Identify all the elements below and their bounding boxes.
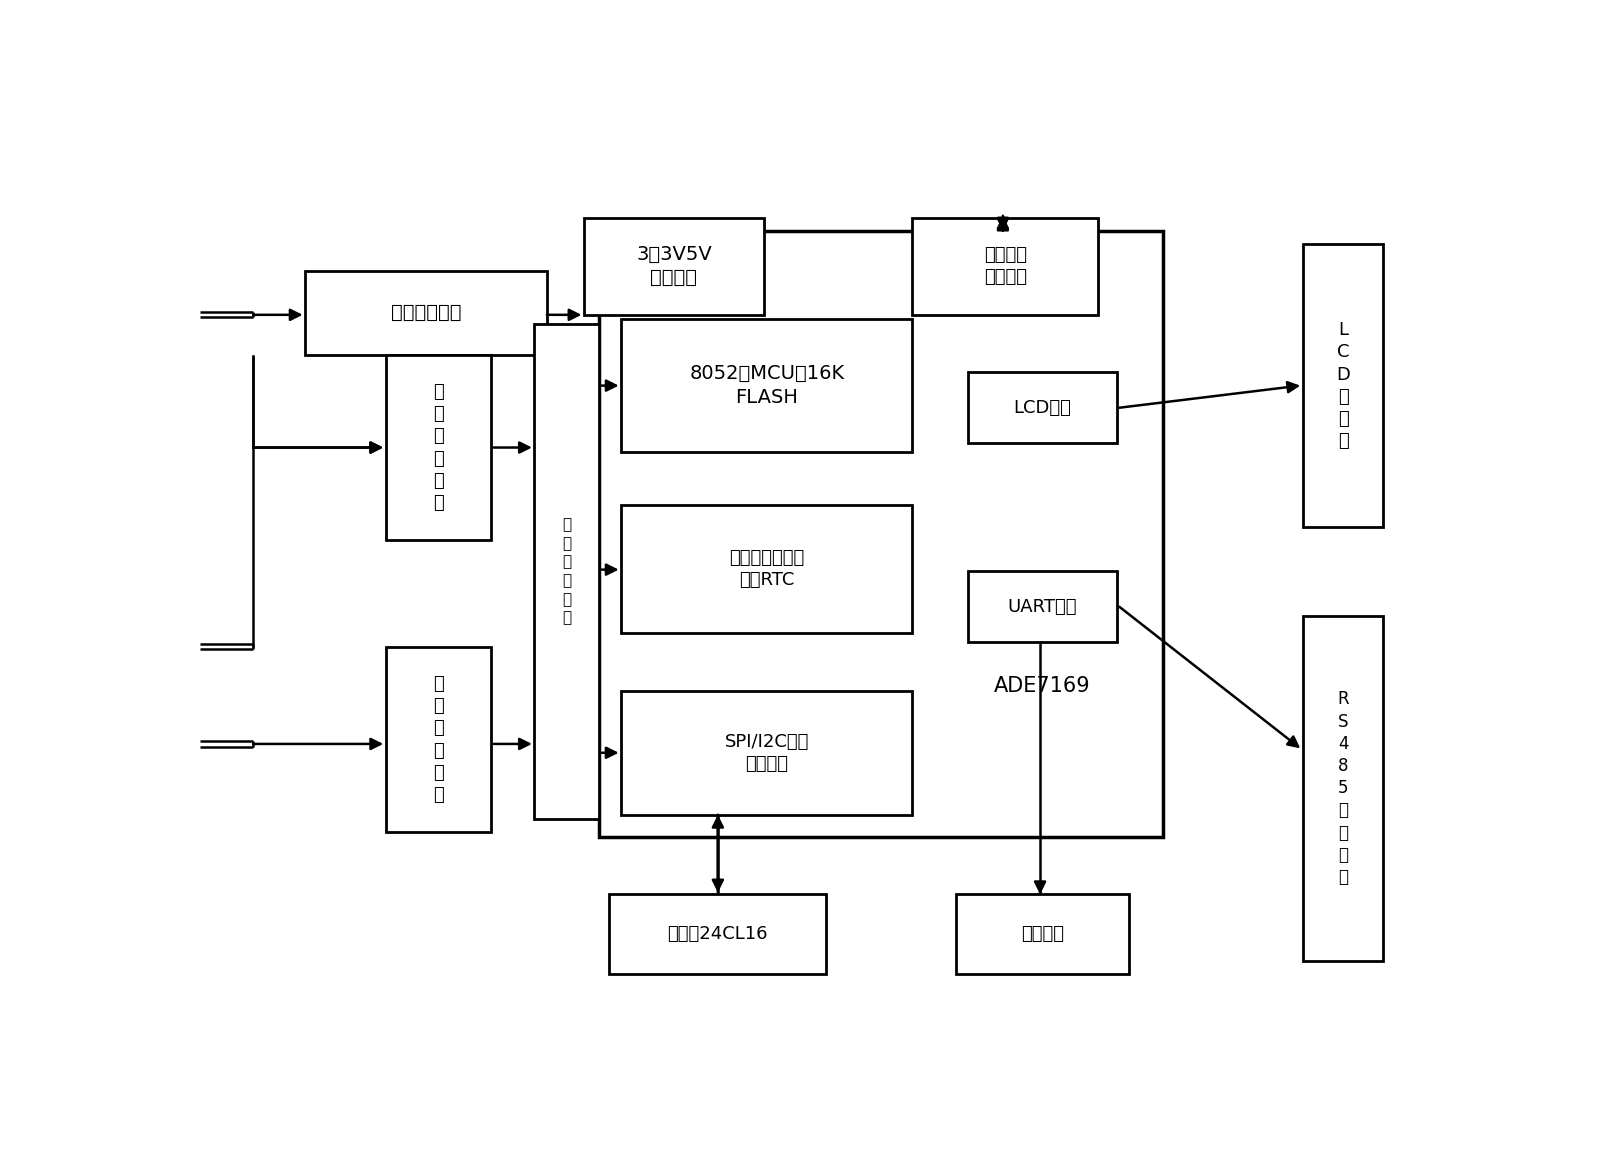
Text: R
S
4
8
5
通
信
接
口: R S 4 8 5 通 信 接 口 — [1337, 691, 1350, 886]
Text: 电源管理带温度
补偿RTC: 电源管理带温度 补偿RTC — [729, 549, 804, 589]
Bar — [913, 217, 1099, 315]
Bar — [534, 324, 600, 819]
Bar — [969, 571, 1118, 642]
Text: 3．3V5V
辅助电源: 3．3V5V 辅助电源 — [636, 245, 712, 287]
Bar — [600, 231, 1162, 836]
Text: 电
压
采
集
电
路: 电 压 采 集 电 路 — [433, 383, 445, 512]
Bar — [305, 271, 547, 355]
Text: 电
能
计
量
模
块: 电 能 计 量 模 块 — [563, 517, 571, 625]
Text: 8052的MCU带16K
FLASH: 8052的MCU带16K FLASH — [689, 364, 844, 407]
Text: ADE7169: ADE7169 — [995, 677, 1091, 696]
Text: 电压电源回路: 电压电源回路 — [390, 303, 461, 322]
Bar — [584, 217, 764, 315]
Text: SPI/I2C外围
扩展接口: SPI/I2C外围 扩展接口 — [724, 733, 809, 773]
Text: 铁电体24CL16: 铁电体24CL16 — [667, 925, 768, 943]
Bar — [622, 319, 913, 452]
Bar — [622, 506, 913, 633]
Bar — [609, 894, 825, 974]
Bar — [1303, 616, 1383, 961]
Text: 编程在线
调试接口: 编程在线 调试接口 — [983, 246, 1027, 286]
Bar — [1303, 244, 1383, 527]
Bar — [385, 647, 491, 832]
Text: 脉冲输出: 脉冲输出 — [1022, 925, 1063, 943]
Text: L
C
D
显
示
屏: L C D 显 示 屏 — [1337, 321, 1350, 450]
Text: UART模块: UART模块 — [1007, 597, 1078, 616]
Bar — [956, 894, 1129, 974]
Bar — [969, 372, 1118, 444]
Text: LCD驱动: LCD驱动 — [1014, 399, 1071, 417]
Bar — [622, 691, 913, 815]
Text: 电
流
采
集
电
路: 电 流 采 集 电 路 — [433, 674, 445, 804]
Bar — [385, 355, 491, 540]
